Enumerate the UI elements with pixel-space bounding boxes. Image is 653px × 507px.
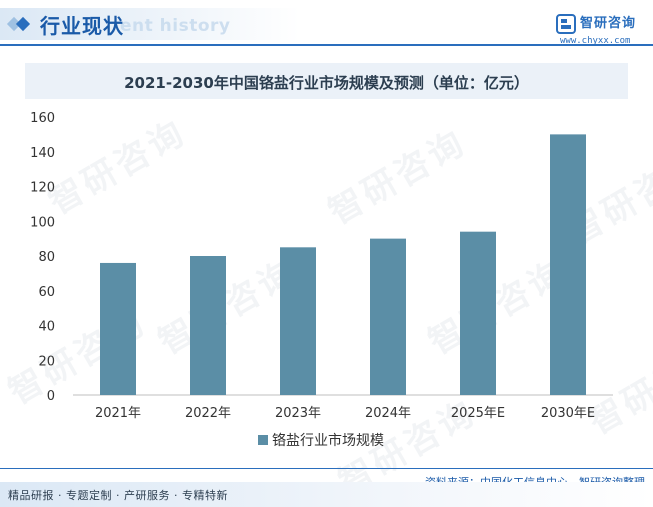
y-tick-label: 140	[30, 146, 55, 161]
logo-icon	[556, 14, 576, 34]
x-tick-label: 2021年	[95, 406, 141, 421]
header-bar	[0, 8, 300, 40]
bar	[280, 247, 316, 395]
header-divider	[0, 44, 653, 46]
bar	[100, 262, 136, 395]
y-tick-label: 120	[30, 181, 55, 196]
site-url[interactable]: www.chyxx.com	[560, 36, 631, 46]
legend-label: 铬盐行业市场规模	[272, 432, 384, 449]
bar-chart: 0 20 40 60 80 100 120 140 160 2021年 2022年 2023年 2024…	[30, 111, 613, 449]
slogan: 精品研报 · 专题定制 · 产研服务 · 专精特新	[8, 489, 228, 502]
x-tick-label: 2023年	[275, 406, 321, 421]
y-tick-label: 0	[47, 389, 55, 404]
x-tick-label: 2022年	[185, 406, 231, 421]
y-tick-label: 80	[38, 250, 55, 265]
bar	[550, 134, 586, 395]
brand-name: 智研咨询	[580, 16, 637, 31]
x-tick-label: 2025年E	[451, 406, 505, 421]
y-tick-label: 40	[38, 320, 55, 335]
y-tick-label: 60	[38, 285, 55, 300]
chart-title: 2021-2030年中国铬盐行业市场规模及预测（单位：亿元）	[124, 74, 529, 92]
bar	[190, 256, 226, 395]
legend-swatch	[258, 435, 268, 445]
bar	[460, 231, 496, 395]
y-tick-label: 20	[38, 354, 55, 369]
bar	[370, 238, 406, 395]
header: ent history 行业现状 智研咨询 www.chyxx.com	[0, 0, 653, 46]
x-tick-label: 2030年E	[541, 406, 595, 421]
chart-title-band: 2021-2030年中国铬盐行业市场规模及预测（单位：亿元）	[25, 63, 628, 99]
bottom-bar: 精品研报 · 专题定制 · 产研服务 · 专精特新	[0, 482, 653, 507]
y-tick-label: 160	[30, 111, 55, 126]
x-tick-label: 2024年	[365, 406, 411, 421]
header-background-text: ent history	[120, 16, 231, 36]
section-title: 行业现状	[40, 14, 124, 38]
y-tick-label: 100	[30, 215, 55, 230]
footer-divider	[0, 468, 653, 469]
